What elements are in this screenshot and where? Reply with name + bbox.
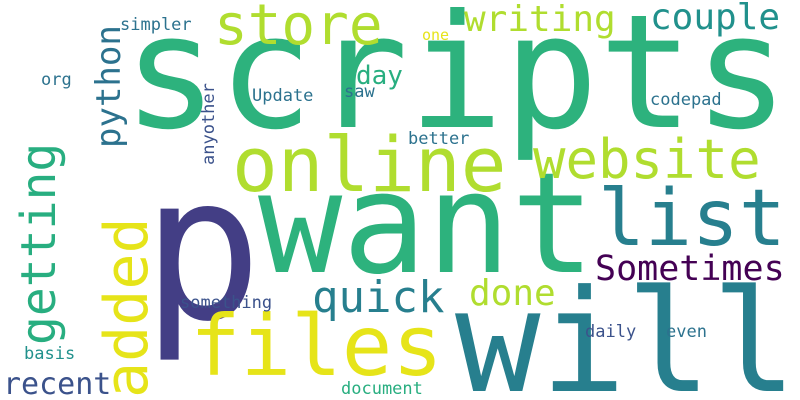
word-sometimes: Sometimes [595, 249, 785, 289]
word-codepad: codepad [650, 90, 722, 110]
word-python: python [89, 25, 129, 148]
word-quick: quick [312, 272, 445, 323]
word-even: even [666, 322, 707, 342]
word-store: store [214, 0, 383, 58]
word-update: Update [252, 86, 314, 106]
word-list: list [598, 174, 786, 264]
word-day: day [356, 61, 403, 91]
word-want: want [258, 143, 596, 306]
word-daily: daily [585, 322, 637, 342]
word-added: added [92, 217, 162, 398]
word-something: something [180, 293, 273, 313]
word-couple: couple [650, 0, 781, 38]
word-scripts: scripts [123, 0, 789, 165]
word-website: website [533, 128, 761, 191]
word-files: files [190, 297, 443, 395]
word-one: one [422, 26, 450, 44]
word-better: better [408, 129, 470, 149]
word-org: org [41, 70, 72, 90]
word-simpler: simpler [120, 15, 192, 35]
word-p: p [142, 133, 263, 366]
word-writing: writing [464, 0, 616, 40]
word-saw: saw [344, 82, 375, 102]
word-basis: basis [24, 344, 76, 364]
word-recent: recent [3, 367, 112, 400]
word-will: will [455, 260, 797, 400]
word-online: online [232, 120, 507, 209]
word-done: done [469, 273, 556, 314]
word-anyother: anyother [199, 83, 219, 165]
word-document: document [341, 379, 423, 399]
word-getting: getting [11, 142, 67, 345]
